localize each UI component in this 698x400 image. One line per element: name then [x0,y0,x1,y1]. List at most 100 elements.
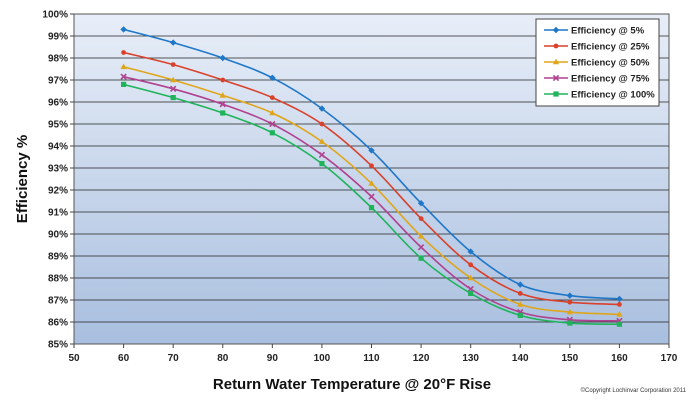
data-point [169,39,177,46]
y-tick-label: 96% [48,98,68,109]
x-tick-label: 140 [512,353,529,364]
data-point [517,291,523,296]
legend-label: Efficiency @ 5% [571,26,645,37]
data-point [220,77,226,83]
legend: Efficiency @ 5% Efficiency @ 25% Efficienc… [535,18,660,107]
y-tick-label: 88% [48,274,68,285]
data-point [467,285,474,293]
data-point [269,109,276,116]
legend-swatch-marker [553,91,559,97]
data-point [468,290,474,296]
data-point [120,26,127,33]
data-point [219,54,226,62]
data-point [467,274,474,281]
y-tick-label: 87% [48,296,68,307]
data-point [269,74,276,81]
data-point [318,151,326,158]
data-point [616,321,623,327]
legend-label: Efficiency @ 25% [571,42,650,53]
y-axis-title: Efficiency % [14,135,31,223]
x-tick-label: 80 [217,353,229,364]
y-tick-label: 91% [48,208,68,219]
y-tick-label: 90% [48,230,68,241]
y-tick-labels: 85% 86% 87% 88% 89% 90% 91% 92% 93% 94% 95% 96% 97% 9… [42,10,74,351]
data-point [219,101,226,108]
y-tick-label: 97% [48,76,68,87]
data-point [368,193,375,200]
data-point [319,121,325,127]
legend-label: Efficiency @ 75% [571,74,650,85]
x-tick-label: 160 [611,353,628,364]
data-point [369,163,374,169]
y-tick-label: 99% [48,32,68,43]
data-point [418,255,424,261]
data-point [616,295,623,303]
series-3 [120,63,623,317]
legend-entry: Efficiency @ 75% [544,74,650,85]
x-tick-label: 70 [168,353,180,364]
copyright-annotation: ©Copyright Lochinvar Corporation 2011 [581,387,687,394]
data-point [517,301,524,307]
data-point [269,130,275,136]
legend-swatch-marker [552,58,560,65]
data-point [517,312,523,318]
data-point [120,63,127,70]
data-point [566,308,574,315]
y-tick-label: 95% [48,120,68,131]
legend-label: Efficiency @ 100% [571,90,655,101]
y-tick-label: 92% [48,186,68,197]
y-tick-label: 98% [48,54,68,65]
legend-entry: Efficiency @ 25% [544,42,650,53]
data-point [219,92,226,98]
x-tick-label: 100 [314,353,331,364]
y-tick-label: 86% [48,318,68,329]
data-point [417,232,425,239]
data-point [567,299,573,305]
data-point [368,180,375,186]
legend-swatch-marker [552,74,560,82]
y-tick-label: 89% [48,252,68,263]
data-point [170,85,177,92]
x-tick-label: 120 [413,353,430,364]
legend-entry: Efficiency @ 5% [544,26,645,37]
x-tick-label: 110 [363,353,380,364]
data-point [566,292,574,299]
data-point [170,95,176,101]
x-tick-label: 60 [118,353,130,364]
data-point [318,105,326,112]
x-tick-labels: 50 60 70 80 90 100 110 120 130 140 150 160 170 [68,344,678,364]
series-1 [120,26,623,303]
x-tick-label: 50 [68,353,80,364]
data-point [418,216,424,222]
data-point [417,200,425,207]
data-point [617,302,622,307]
data-point [120,73,127,80]
data-point [269,95,275,100]
series-layer [120,26,623,327]
y-tick-label: 93% [48,164,68,175]
x-tick-label: 150 [561,353,578,364]
y-tick-label: 100% [42,10,68,21]
series-5 [120,81,623,327]
legend-label: Efficiency @ 50% [571,58,650,69]
data-point [468,262,474,268]
legend-swatch-marker [553,43,559,49]
data-point [220,110,226,116]
data-point [120,81,127,87]
data-point [269,120,276,128]
data-point [517,281,524,288]
legend-entry: Efficiency @ 50% [544,58,650,69]
data-point [170,62,176,67]
x-tick-label: 90 [267,353,279,364]
legend-entry: Efficiency @ 100% [544,90,655,101]
data-point [169,76,177,83]
y-tick-label: 85% [48,340,68,351]
data-point [417,244,425,251]
series-4 [120,73,623,325]
data-point [616,311,623,317]
data-point [368,205,375,211]
data-point [368,147,375,154]
data-point [319,161,325,167]
series-2 [121,50,622,307]
